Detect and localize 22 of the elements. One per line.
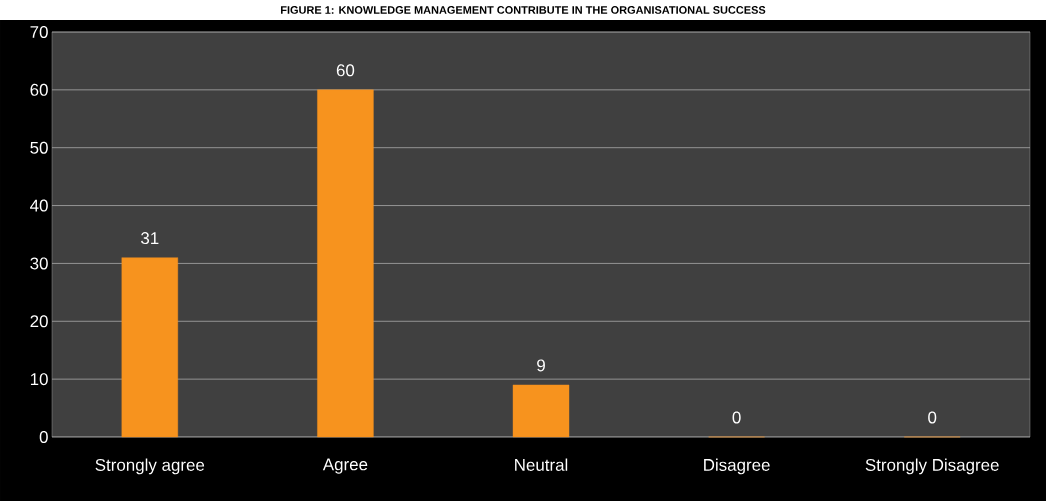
y-tick-label: 70 bbox=[30, 25, 48, 38]
y-tick-label: 10 bbox=[30, 373, 48, 386]
y-tick-label: 50 bbox=[30, 141, 48, 154]
x-tick-label: Disagree bbox=[704, 458, 770, 475]
x-tick-label: Agree bbox=[322, 458, 368, 474]
x-tick-label: Strongly Disagree bbox=[865, 458, 999, 475]
data-label: 31 bbox=[141, 232, 159, 245]
x-tick-label: Neutral bbox=[515, 458, 568, 471]
y-tick-label: 20 bbox=[30, 315, 48, 328]
data-label: 60 bbox=[336, 64, 355, 77]
data-label: 0 bbox=[928, 411, 937, 424]
data-label: 0 bbox=[732, 411, 741, 424]
y-tick-label: 60 bbox=[30, 83, 48, 96]
bar bbox=[512, 384, 570, 438]
bar bbox=[121, 257, 179, 438]
x-tick-label: Strongly agree bbox=[95, 458, 205, 475]
y-tick-label: 0 bbox=[39, 430, 48, 443]
data-label: 9 bbox=[537, 359, 545, 372]
chart-title: FIGURE 1: KNOWLEDGE MANAGEMENT CONTRIBUTE IN THE ORGANISATIONAL SUCCESS bbox=[281, 6, 766, 14]
bar bbox=[317, 89, 374, 438]
y-tick-label: 40 bbox=[30, 199, 48, 212]
y-tick-label: 30 bbox=[30, 257, 48, 270]
